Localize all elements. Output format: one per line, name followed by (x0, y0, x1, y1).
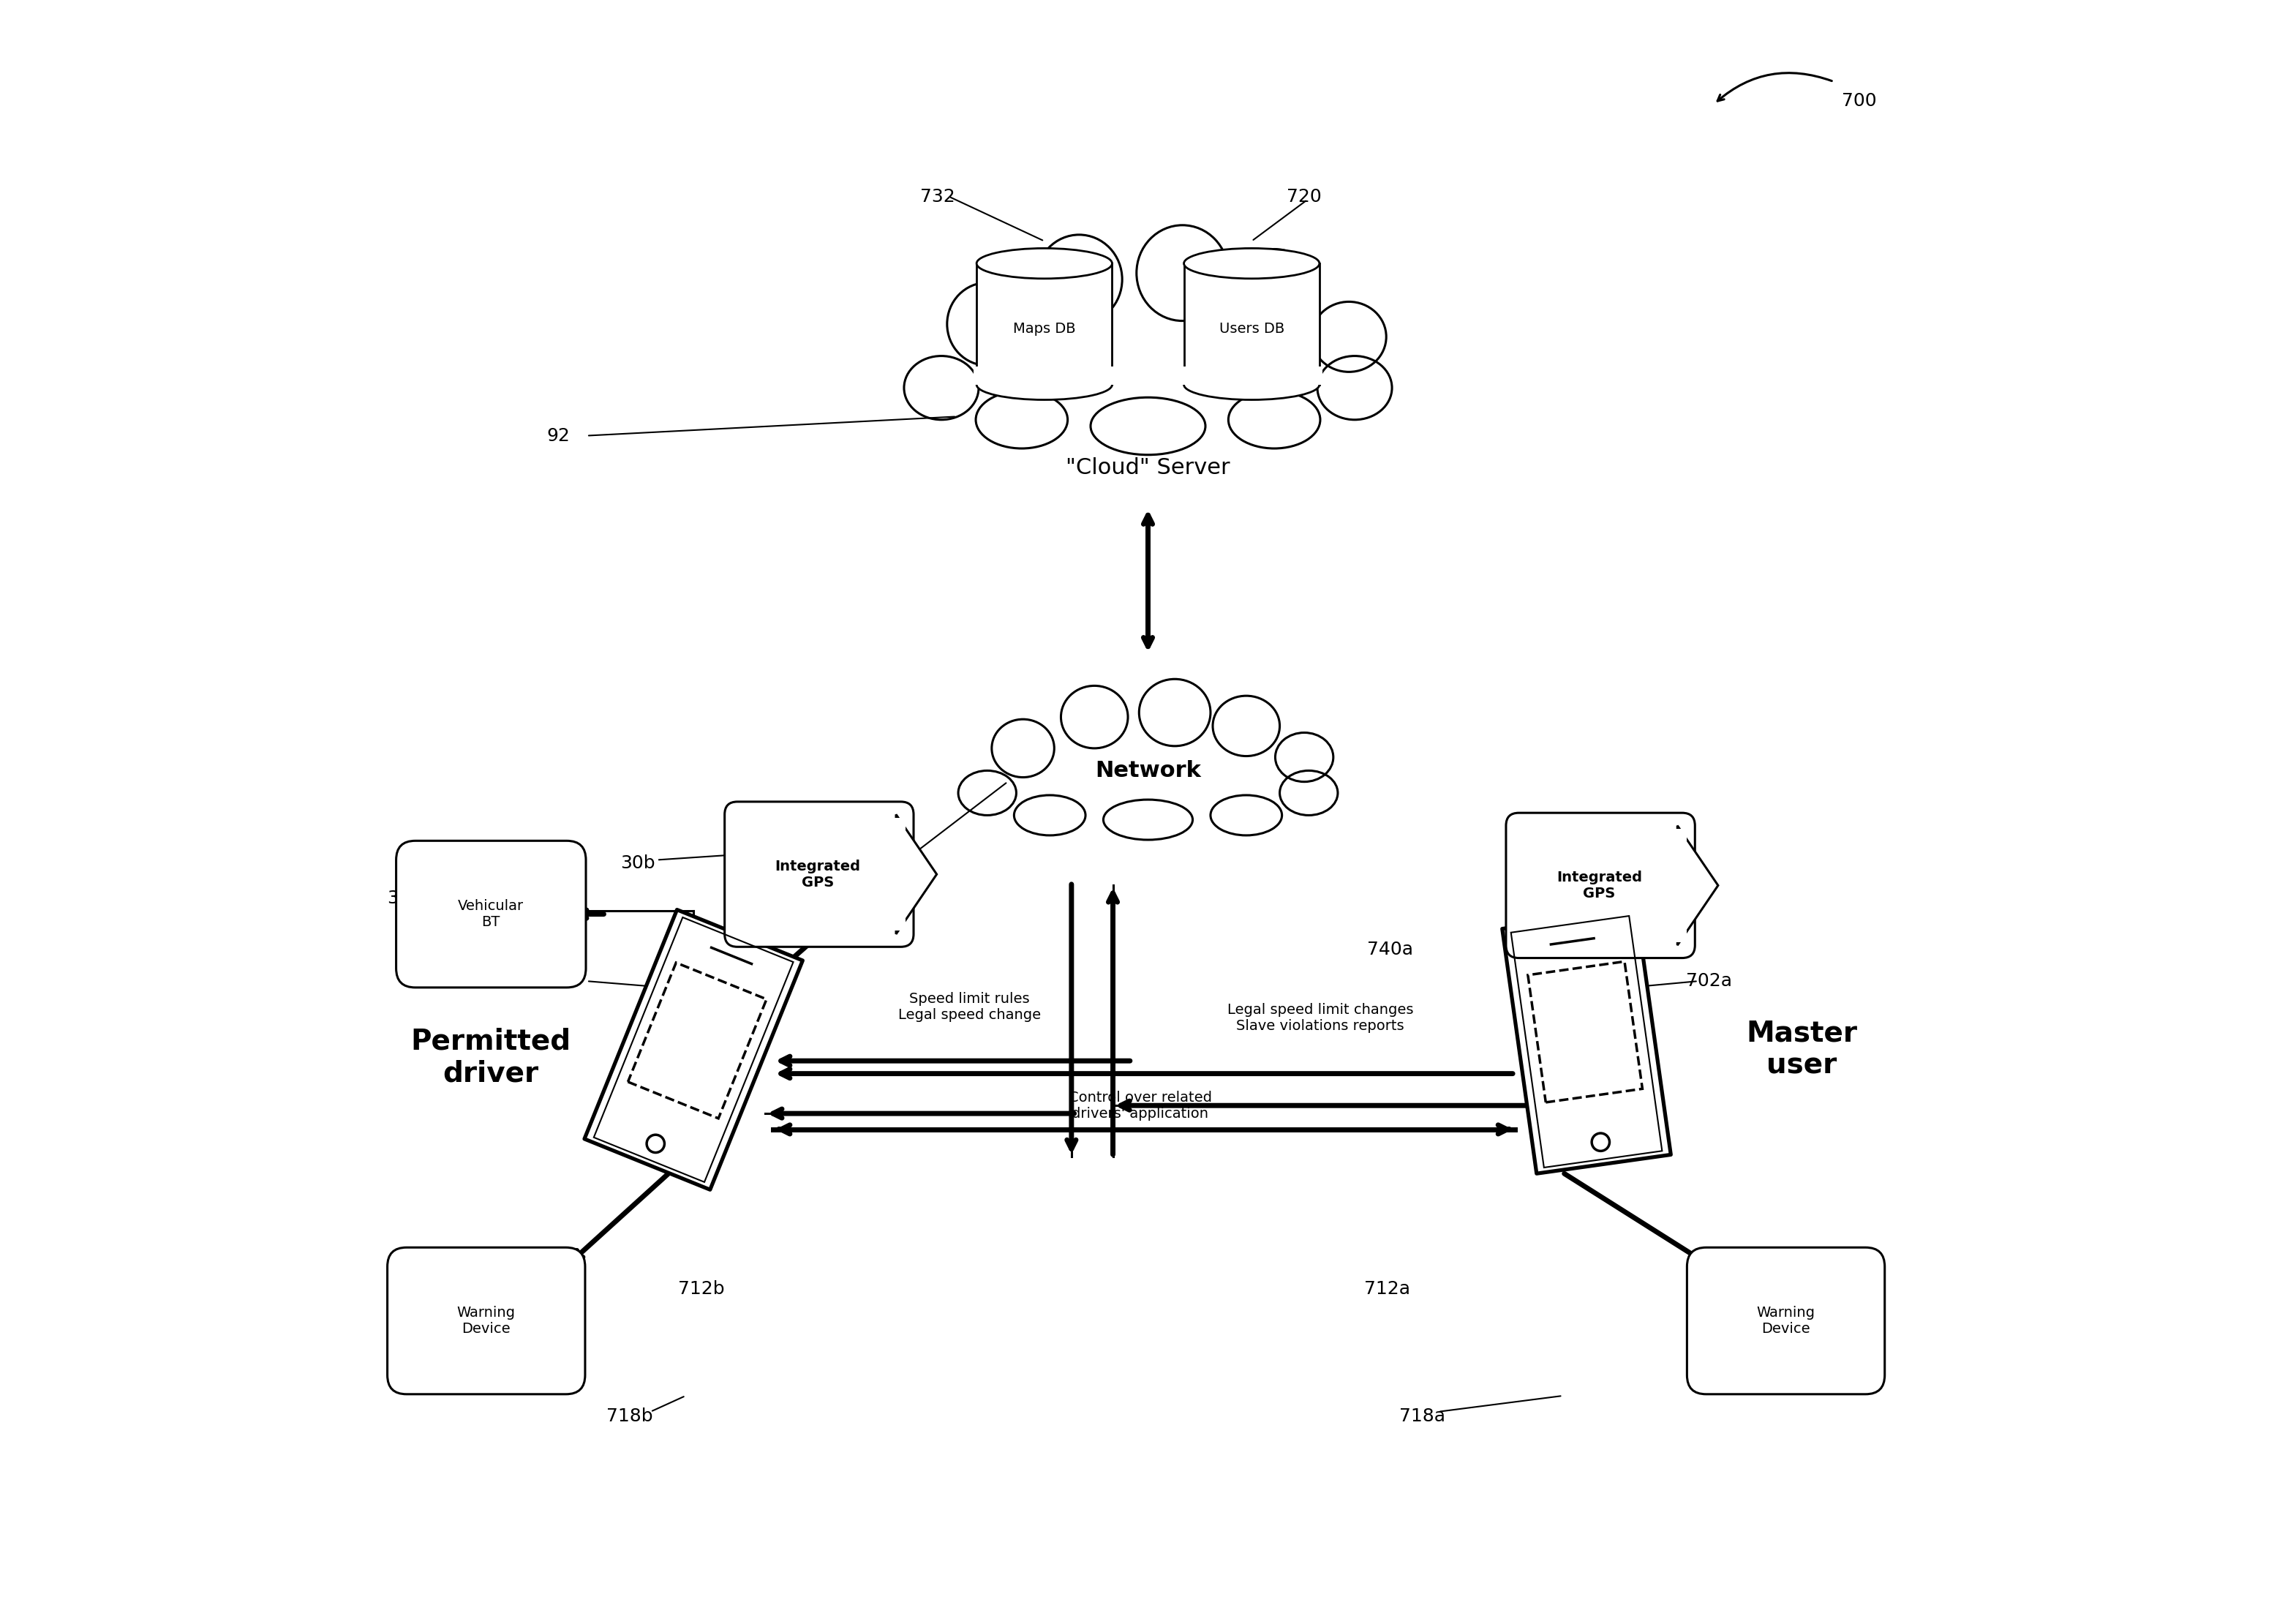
Text: Warning
Device: Warning Device (457, 1306, 517, 1335)
Text: Maps DB: Maps DB (1013, 323, 1075, 335)
FancyBboxPatch shape (726, 802, 914, 947)
Ellipse shape (1311, 302, 1387, 372)
Ellipse shape (1061, 685, 1127, 748)
Text: 750b: 750b (390, 1286, 439, 1303)
Ellipse shape (976, 392, 1068, 448)
Text: 740b: 740b (746, 924, 794, 942)
Ellipse shape (1035, 234, 1123, 324)
Ellipse shape (1274, 732, 1334, 782)
Text: 718a: 718a (1398, 1408, 1444, 1425)
Text: Warning
Device: Warning Device (1756, 1306, 1816, 1335)
Ellipse shape (1185, 369, 1320, 400)
Circle shape (1591, 1133, 1609, 1151)
Text: 30b: 30b (620, 854, 654, 872)
FancyBboxPatch shape (1688, 1247, 1885, 1395)
Ellipse shape (1318, 356, 1391, 421)
Ellipse shape (1228, 392, 1320, 448)
Text: 718b: 718b (606, 1408, 652, 1425)
Text: 740a: 740a (1368, 941, 1414, 958)
Ellipse shape (957, 770, 1017, 815)
Polygon shape (1678, 825, 1717, 945)
Text: Control over related
drivers' application: Control over related drivers' applicatio… (1068, 1090, 1212, 1120)
Text: Network: Network (1095, 761, 1201, 782)
Polygon shape (1185, 263, 1320, 385)
Polygon shape (1527, 961, 1642, 1103)
FancyBboxPatch shape (397, 841, 585, 987)
Ellipse shape (1139, 679, 1210, 746)
Text: Permitted
driver: Permitted driver (411, 1027, 572, 1088)
Text: Integrated
GPS: Integrated GPS (776, 859, 861, 889)
Text: 712b: 712b (677, 1281, 726, 1298)
Polygon shape (976, 263, 1111, 385)
Text: 732: 732 (921, 188, 955, 205)
Polygon shape (1180, 366, 1322, 385)
Text: Speed limit rules
Legal speed change: Speed limit rules Legal speed change (898, 992, 1040, 1022)
Text: 702a: 702a (1685, 973, 1733, 990)
Text: 720: 720 (1286, 188, 1322, 205)
Text: Integrated
GPS: Integrated GPS (1557, 870, 1642, 900)
Text: 90: 90 (877, 854, 902, 872)
Text: 92: 92 (546, 427, 569, 445)
Text: 712a: 712a (1364, 1281, 1410, 1298)
FancyBboxPatch shape (388, 1247, 585, 1395)
Ellipse shape (992, 719, 1054, 777)
Polygon shape (891, 817, 905, 931)
Text: "Cloud" Server: "Cloud" Server (1065, 457, 1231, 478)
Ellipse shape (1210, 794, 1281, 835)
Ellipse shape (976, 249, 1111, 279)
Polygon shape (974, 366, 1116, 385)
Polygon shape (585, 910, 804, 1189)
Text: Users DB: Users DB (1219, 323, 1283, 335)
Ellipse shape (1104, 799, 1192, 839)
Ellipse shape (1212, 697, 1279, 756)
Text: Master
user: Master user (1747, 1019, 1857, 1080)
Polygon shape (895, 814, 937, 934)
Text: 30a: 30a (1674, 865, 1708, 883)
Text: 702b: 702b (535, 973, 581, 990)
Ellipse shape (1231, 249, 1318, 335)
Text: Vehicular
BT: Vehicular BT (459, 899, 523, 929)
Ellipse shape (1015, 794, 1086, 835)
Polygon shape (1502, 910, 1671, 1173)
Text: Legal speed limit changes
Slave violations reports: Legal speed limit changes Slave violatio… (1226, 1003, 1414, 1032)
Polygon shape (627, 963, 767, 1119)
Polygon shape (1671, 828, 1688, 942)
Text: 700: 700 (1841, 91, 1876, 109)
Text: 750a: 750a (1720, 1286, 1766, 1303)
Text: 38: 38 (386, 889, 411, 907)
Ellipse shape (976, 369, 1111, 400)
Ellipse shape (905, 356, 978, 421)
FancyBboxPatch shape (1506, 812, 1694, 958)
Circle shape (647, 1135, 664, 1152)
Ellipse shape (946, 282, 1026, 366)
Ellipse shape (1091, 398, 1205, 454)
Ellipse shape (1137, 225, 1228, 321)
Ellipse shape (1185, 249, 1320, 279)
Ellipse shape (1279, 770, 1339, 815)
